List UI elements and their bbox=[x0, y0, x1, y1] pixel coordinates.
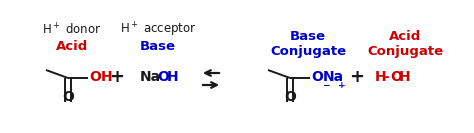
Text: −: − bbox=[322, 80, 329, 90]
Text: H$^+$ donor: H$^+$ donor bbox=[42, 22, 102, 38]
Text: H: H bbox=[375, 70, 387, 84]
Text: Acid: Acid bbox=[389, 30, 421, 43]
Text: -: - bbox=[383, 70, 389, 84]
Text: Na: Na bbox=[140, 70, 161, 84]
Text: O: O bbox=[89, 70, 101, 84]
Text: Conjugate: Conjugate bbox=[367, 45, 443, 59]
Text: +: + bbox=[338, 80, 346, 90]
Text: O: O bbox=[390, 70, 402, 84]
Text: O: O bbox=[284, 90, 296, 104]
Text: O: O bbox=[157, 70, 169, 84]
Text: Na: Na bbox=[323, 70, 344, 84]
Text: Base: Base bbox=[290, 30, 326, 43]
Text: Acid: Acid bbox=[56, 40, 88, 53]
Text: +: + bbox=[349, 68, 365, 86]
Text: H: H bbox=[167, 70, 179, 84]
Text: H: H bbox=[101, 70, 113, 84]
Text: Conjugate: Conjugate bbox=[270, 45, 346, 59]
Text: +: + bbox=[109, 68, 125, 86]
Text: Base: Base bbox=[140, 40, 176, 53]
Text: H$^+$ acceptor: H$^+$ acceptor bbox=[119, 21, 196, 39]
Text: O: O bbox=[311, 70, 323, 84]
Text: H: H bbox=[399, 70, 410, 84]
Text: O: O bbox=[62, 90, 74, 104]
